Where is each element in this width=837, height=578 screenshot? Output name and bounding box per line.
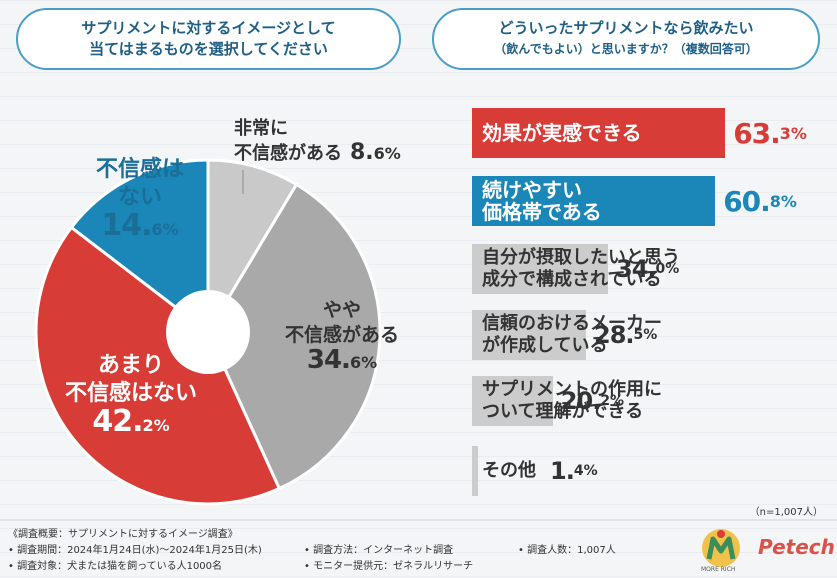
- bar-label: サプリメントの作用に ついて理解ができる: [482, 379, 662, 422]
- pie-slice-not-much-distrust: [34, 225, 282, 506]
- bar-fill: [472, 310, 586, 360]
- pie-label-somewhat-distrust: やや 不信感がある 34.6%: [262, 298, 422, 375]
- pie-label-value: 34.6%: [306, 345, 378, 375]
- bar-fill: [472, 244, 608, 294]
- bar-row: 効果が実感できる 63. 3%: [472, 108, 807, 158]
- pie-label-text: あまり 不信感はない: [64, 353, 197, 406]
- bar-label: その他: [482, 460, 536, 481]
- footer-divider: [0, 519, 837, 521]
- monitor-provider: • モニター提供元：ゼネラルリサーチ: [304, 561, 474, 572]
- bar-value: 1. 4%: [550, 457, 598, 485]
- pie-label-text: やや 不信感がある: [284, 299, 399, 346]
- right-question-subtext: （飲んでもよい）と思いますか？（複数回答可）: [494, 42, 758, 56]
- survey-period: • 調査期間：2024年1月24日(水)～2024年1月25日(木): [8, 545, 262, 556]
- survey-summary-title: 《調査概要：サプリメントに対するイメージ調査》: [8, 529, 238, 540]
- survey-count: • 調査人数：1,007人: [518, 545, 616, 556]
- pie-label-very-distrust: 非常に 不信感がある 8.6%: [234, 117, 424, 166]
- more-rich-logo-text: MORE RICH: [701, 566, 736, 573]
- pie-label-leader-line: [242, 170, 244, 194]
- right-question-title: どういったサプリメントなら飲みたい （飲んでもよい）と思いますか？（複数回答可）: [432, 8, 820, 70]
- distrust-pie-chart: [34, 158, 382, 506]
- bar-label: 自分が摂取したいと思う 成分で構成されている: [482, 247, 680, 290]
- more-rich-logo-icon: [702, 529, 740, 567]
- bar-fill: [472, 376, 553, 426]
- pie-slice-no-distrust: [69, 158, 210, 336]
- petech-logo: Petech: [758, 535, 835, 559]
- bar-row: 続けやすい 価格帯である 60. 8%: [472, 176, 802, 226]
- pie-label-no-distrust: 不信感は ない 14.6%: [78, 156, 202, 244]
- bar-fill: [472, 108, 726, 158]
- right-question-text: どういったサプリメントなら飲みたい: [498, 19, 754, 37]
- bar-row: 自分が摂取したいと思う 成分で構成されている 34. 0%: [472, 244, 802, 294]
- bar-row: 信頼のおけるメーカー が作成している 28. 5%: [472, 310, 802, 360]
- bar-label: 続けやすい 価格帯である: [482, 178, 602, 224]
- bar-value: 34. 0%: [616, 255, 680, 283]
- bar-row: サプリメントの作用に ついて理解ができる 20. 2%: [472, 376, 802, 426]
- bar-fill: [472, 176, 716, 226]
- bar-label: 信頼のおけるメーカー が作成している: [482, 313, 662, 356]
- bar-row: その他 1. 4%: [472, 446, 802, 496]
- survey-method: • 調査方法：インターネット調査: [304, 545, 454, 556]
- pie-slice-very-distrust: [206, 158, 299, 338]
- bar-value: 60. 8%: [723, 184, 797, 218]
- pie-center-hole: [166, 290, 250, 374]
- bar-label: 効果が実感できる: [482, 121, 642, 145]
- bar-value: 63. 3%: [733, 116, 807, 150]
- survey-target: • 調査対象：犬または猫を飼っている人1000名: [8, 561, 223, 572]
- bar-value: 28. 5%: [594, 321, 658, 349]
- bar-fill: [472, 446, 478, 496]
- pie-label-value: 8.6%: [350, 140, 401, 165]
- pie-label-value: 42.2%: [92, 404, 170, 439]
- pie-slice-somewhat-distrust: [206, 182, 382, 491]
- pie-label-not-much-distrust: あまり 不信感はない 42.2%: [46, 352, 216, 440]
- left-question-title: サプリメントに対するイメージとして 当てはまるものを選択してください: [16, 8, 401, 70]
- pie-label-text: 不信感は ない: [95, 157, 184, 210]
- sample-size-note: （n=1,007人）: [749, 507, 823, 518]
- pie-label-value: 14.6%: [101, 208, 179, 243]
- bar-value: 20. 2%: [560, 387, 625, 415]
- left-question-text: サプリメントに対するイメージとして 当てはまるものを選択してください: [81, 19, 336, 58]
- pie-label-text: 非常に 不信感がある: [234, 118, 342, 164]
